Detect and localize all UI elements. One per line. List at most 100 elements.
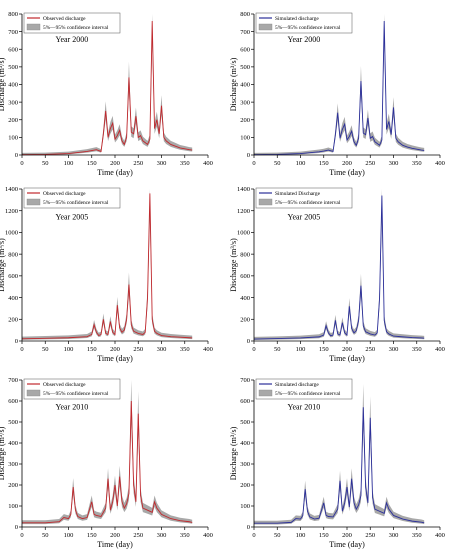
legend-band-swatch	[258, 23, 273, 31]
legend-band-label: 5%—95% confidence interval	[43, 199, 109, 206]
x-axis-label: Time (day)	[329, 168, 365, 177]
x-tick-label: 50	[42, 532, 49, 539]
y-tick-label: 300	[8, 99, 18, 106]
y-tick-label: 800	[8, 251, 18, 258]
y-tick-label: 100	[240, 135, 250, 142]
y-axis-label: Discharge (m³/s)	[229, 426, 238, 480]
legend-box	[255, 12, 353, 34]
x-tick-label: 350	[412, 160, 422, 167]
legend-box	[255, 187, 353, 209]
x-tick-label: 250	[365, 346, 375, 353]
y-axis-label: Discharge (m³/s)	[0, 238, 6, 292]
legend-band-swatch	[26, 389, 41, 397]
x-tick-label: 400	[203, 532, 213, 539]
x-tick-label: 150	[87, 160, 97, 167]
y-tick-label: 200	[240, 117, 250, 124]
x-tick-label: 250	[133, 160, 143, 167]
x-axis-label: Time (day)	[97, 168, 133, 177]
legend-line-label: Simulated discharge	[275, 16, 319, 22]
legend-band-swatch	[258, 389, 273, 397]
year-annotation: Year 2000	[287, 35, 320, 44]
x-tick-label: 300	[389, 160, 399, 167]
y-tick-label: 100	[240, 503, 250, 510]
legend: Observed discharge 5%—95% confidence inte…	[23, 12, 121, 34]
series-line	[21, 193, 193, 340]
legend-line-label: Observed discharge	[43, 191, 86, 197]
x-tick-label: 200	[110, 346, 120, 353]
x-tick-label: 150	[319, 346, 329, 353]
x-tick-label: 300	[157, 532, 167, 539]
y-tick-label: 700	[240, 377, 250, 384]
year-annotation: Year 2010	[287, 402, 320, 411]
y-tick-label: 1200	[5, 208, 18, 215]
y-tick-label: 0	[15, 338, 18, 345]
y-tick-label: 400	[240, 295, 250, 302]
legend: Simulated discharge 5%—95% confidence int…	[255, 12, 353, 34]
x-tick-label: 0	[20, 346, 23, 353]
x-tick-label: 200	[342, 160, 352, 167]
legend: Simulated Discharge 5%—95% confidence int…	[255, 187, 353, 209]
y-tick-label: 600	[240, 46, 250, 53]
y-tick-label: 300	[240, 99, 250, 106]
x-tick-label: 0	[20, 532, 23, 539]
confidence-band	[254, 189, 425, 341]
series-line	[254, 407, 425, 524]
x-tick-label: 150	[87, 346, 97, 353]
y-axis-label: Discharge (m³/s)	[229, 238, 238, 292]
x-axis-label: Time (day)	[329, 540, 365, 549]
legend-box	[255, 378, 353, 400]
confidence-band	[22, 14, 193, 155]
y-tick-label: 500	[240, 64, 250, 71]
y-tick-label: 700	[240, 29, 250, 36]
x-tick-label: 250	[365, 532, 375, 539]
x-tick-label: 250	[133, 532, 143, 539]
x-tick-label: 150	[87, 532, 97, 539]
y-tick-label: 500	[8, 419, 18, 426]
legend: Observed discharge 5%—95% confidence inte…	[23, 187, 121, 209]
legend: Simulated discharge 5%—95% confidence int…	[255, 378, 353, 400]
y-tick-label: 200	[8, 316, 18, 323]
year-annotation: Year 2005	[287, 212, 320, 221]
x-tick-label: 50	[42, 346, 49, 353]
x-tick-label: 100	[296, 532, 306, 539]
y-tick-label: 700	[8, 29, 18, 36]
y-tick-label: 600	[8, 46, 18, 53]
x-axis-label: Time (day)	[97, 354, 133, 363]
y-tick-label: 1000	[5, 230, 18, 237]
chart-panel-4: 0 50 100 150 200 250 300 350 400 0 200 400 600 800 100…	[229, 186, 445, 363]
y-tick-label: 100	[8, 135, 18, 142]
x-tick-label: 400	[435, 532, 445, 539]
y-tick-label: 100	[8, 503, 18, 510]
legend-band-swatch	[258, 198, 273, 206]
x-tick-label: 300	[157, 160, 167, 167]
y-tick-label: 0	[15, 524, 18, 531]
x-tick-label: 150	[319, 532, 329, 539]
legend-band-label: 5%—95% confidence interval	[275, 390, 341, 397]
y-axis-label: Discharge (m³/s)	[0, 57, 6, 111]
series-line	[21, 21, 193, 156]
legend-line-label: Observed discharge	[43, 16, 86, 22]
year-annotation: Year 2000	[55, 35, 88, 44]
y-tick-label: 800	[240, 251, 250, 258]
x-tick-label: 200	[342, 532, 352, 539]
x-tick-label: 50	[42, 160, 49, 167]
year-annotation: Year 2010	[55, 402, 88, 411]
y-tick-label: 400	[8, 440, 18, 447]
chart-panel-6: 0 50 100 150 200 250 300 350 400 0 100 200 300 400 500…	[229, 377, 445, 549]
y-tick-label: 200	[8, 482, 18, 489]
y-tick-label: 1400	[5, 186, 18, 193]
y-tick-label: 200	[8, 117, 18, 124]
x-tick-label: 0	[252, 160, 255, 167]
x-tick-label: 350	[412, 346, 422, 353]
y-tick-label: 1400	[237, 186, 250, 193]
y-tick-label: 0	[247, 524, 250, 531]
series-line	[253, 195, 425, 340]
y-tick-label: 300	[8, 461, 18, 468]
legend-line-label: Simulated Discharge	[275, 191, 321, 197]
legend-band-label: 5%—95% confidence interval	[275, 24, 341, 31]
x-tick-label: 100	[64, 160, 74, 167]
x-tick-label: 400	[435, 160, 445, 167]
x-tick-label: 400	[203, 160, 213, 167]
y-tick-label: 600	[240, 398, 250, 405]
